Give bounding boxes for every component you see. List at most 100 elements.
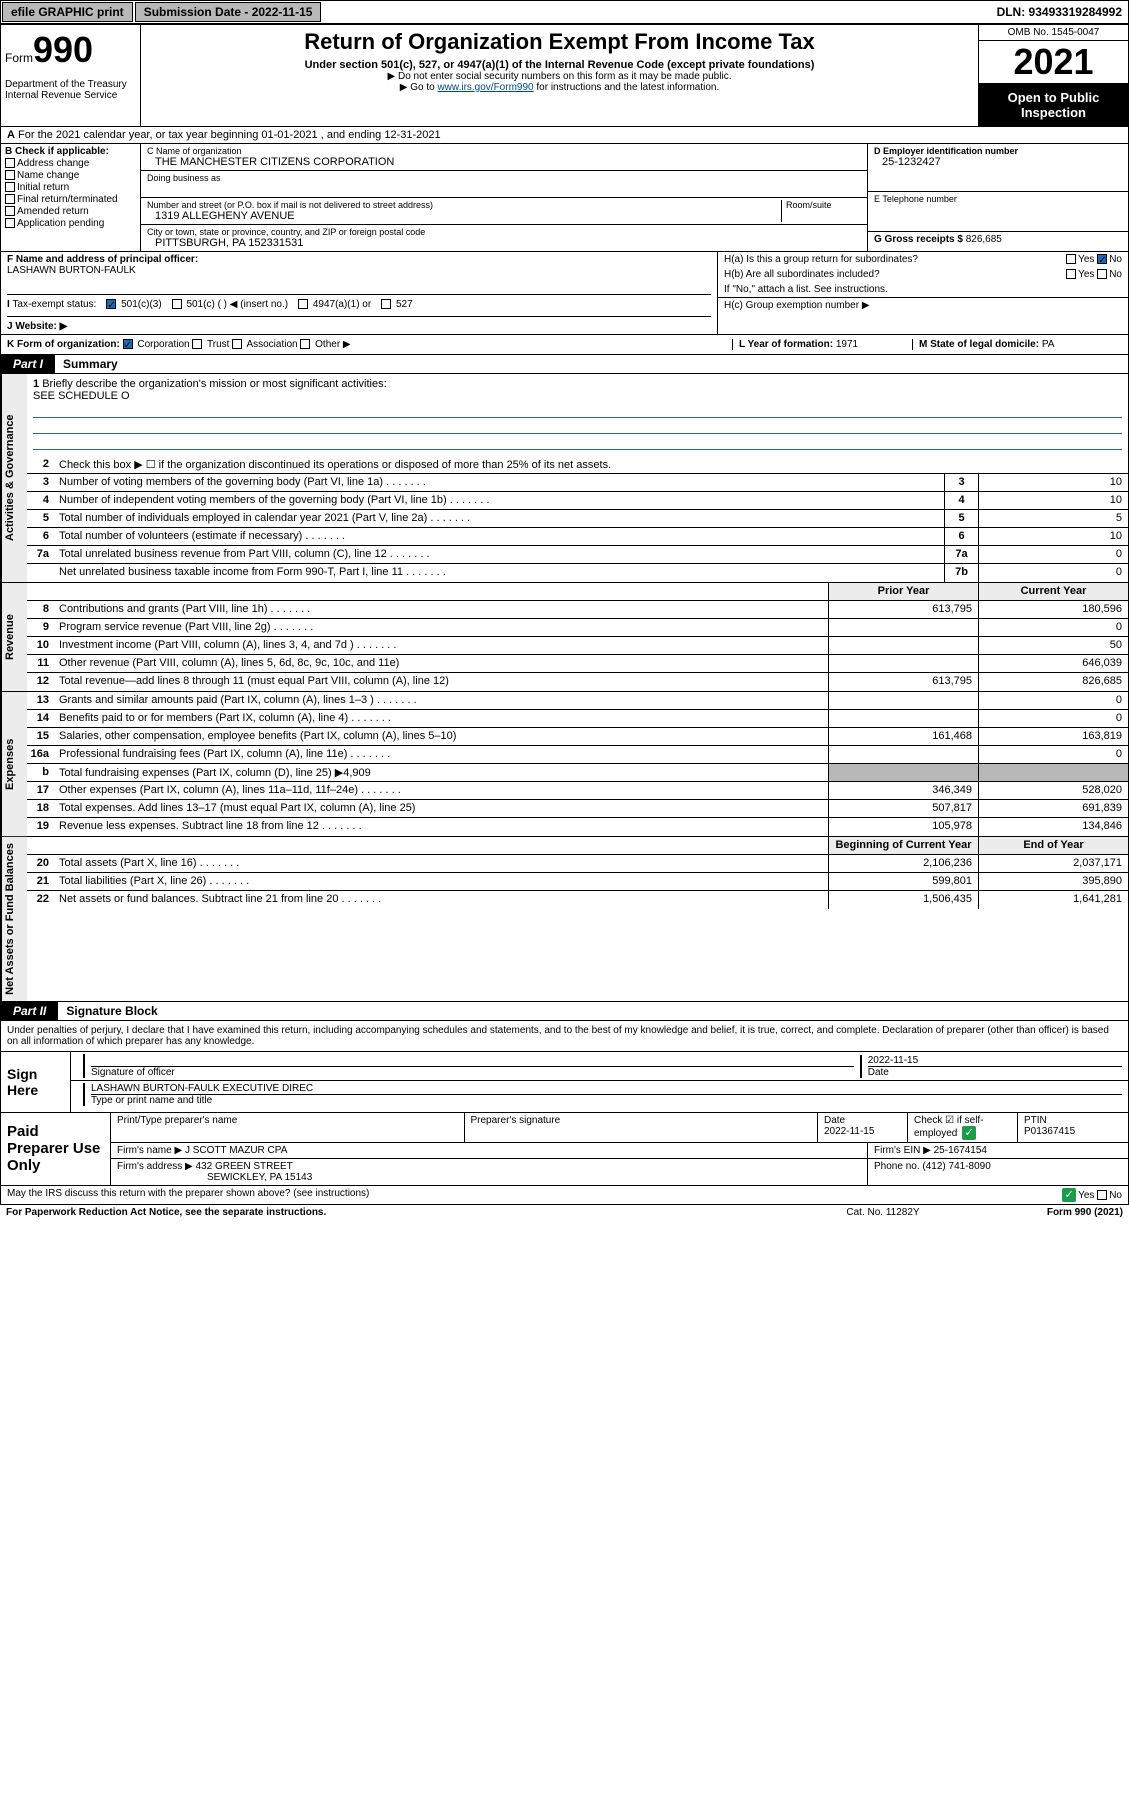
form-subtitle: Under section 501(c), 527, or 4947(a)(1)… <box>151 59 968 71</box>
row-7b: Net unrelated business taxable income fr… <box>27 564 1128 582</box>
sig-intro: Under penalties of perjury, I declare th… <box>0 1021 1129 1052</box>
ein: 25-1232427 <box>874 156 1122 168</box>
rev-hdr: Prior YearCurrent Year <box>27 583 1128 601</box>
cat-no: Cat. No. 11282Y <box>783 1207 983 1218</box>
topbar: efile GRAPHIC print Submission Date - 20… <box>0 0 1129 24</box>
k-lab: K Form of organization: <box>7 339 120 350</box>
v-governance: Activities & Governance <box>1 374 27 582</box>
ha-no[interactable]: ✓ <box>1097 254 1107 264</box>
col-cd: C Name of organizationTHE MANCHESTER CIT… <box>141 144 1128 251</box>
col-b: B Check if applicable: Address change Na… <box>1 144 141 251</box>
submission-date-button[interactable]: Submission Date - 2022-11-15 <box>135 2 322 22</box>
row-18: 18Total expenses. Add lines 13–17 (must … <box>27 800 1128 818</box>
line-a-text: For the 2021 calendar year, or tax year … <box>18 129 441 141</box>
cb-initial-return[interactable]: Initial return <box>5 182 136 193</box>
sec-revenue: Revenue Prior YearCurrent Year 8Contribu… <box>0 583 1129 692</box>
principal-officer: LASHAWN BURTON-FAULK <box>7 265 711 276</box>
discuss-text: May the IRS discuss this return with the… <box>7 1188 369 1199</box>
room-lab: Room/suite <box>786 200 861 210</box>
cb-corp[interactable]: ✓ Corporation <box>123 339 190 350</box>
cb-trust[interactable]: Trust <box>192 339 229 350</box>
omb-number: OMB No. 1545-0047 <box>979 25 1128 41</box>
form-number: 990 <box>33 29 93 70</box>
note-ssn: ▶ Do not enter social security numbers o… <box>151 71 968 82</box>
year-formed: 1971 <box>836 339 858 350</box>
cb-final-return[interactable]: Final return/terminated <box>5 194 136 205</box>
hc-lab: H(c) Group exemption number ▶ <box>724 300 1122 311</box>
c-block: C Name of organizationTHE MANCHESTER CIT… <box>141 144 868 251</box>
c-name-lab: C Name of organization <box>147 146 861 156</box>
row-9: 9Program service revenue (Part VIII, lin… <box>27 619 1128 637</box>
cb-address-change[interactable]: Address change <box>5 158 136 169</box>
paid-preparer-block: Paid Preparer Use Only Print/Type prepar… <box>0 1113 1129 1186</box>
header-mid: Return of Organization Exempt From Incom… <box>141 25 978 126</box>
header-left: Form990 Department of the Treasury Inter… <box>1 25 141 126</box>
addr-lab: Number and street (or P.O. box if mail i… <box>147 200 781 210</box>
domicile-state: PA <box>1042 339 1055 350</box>
row-12: 12Total revenue—add lines 8 through 11 (… <box>27 673 1128 691</box>
v-revenue: Revenue <box>1 583 27 691</box>
discuss-row: May the IRS discuss this return with the… <box>0 1186 1129 1205</box>
ha-lab: H(a) Is this a group return for subordin… <box>724 254 1066 265</box>
cb-501c[interactable]: 501(c) ( ) ◀ (insert no.) <box>172 299 288 310</box>
row-1: 1 Briefly describe the organization's mi… <box>27 374 1128 456</box>
f-lab: F Name and address of principal officer: <box>7 254 198 265</box>
m-block: M State of legal domicile: PA <box>912 339 1122 350</box>
row-8: 8Contributions and grants (Part VIII, li… <box>27 601 1128 619</box>
row-20: 20Total assets (Part X, line 16)2,106,23… <box>27 855 1128 873</box>
v-net: Net Assets or Fund Balances <box>1 837 27 1001</box>
hb-yes[interactable] <box>1066 269 1076 279</box>
street-address: 1319 ALLEGHENY AVENUE <box>147 210 781 222</box>
dept-label: Department of the Treasury Internal Reve… <box>5 71 136 101</box>
row-13: 13Grants and similar amounts paid (Part … <box>27 692 1128 710</box>
e-lab: E Telephone number <box>874 194 1122 204</box>
goto-pre: ▶ Go to <box>400 82 438 93</box>
row-j: J Website: ▶ <box>7 316 711 332</box>
ha-yes[interactable] <box>1066 254 1076 264</box>
hb-no[interactable] <box>1097 269 1107 279</box>
officer-sig-line[interactable]: Signature of officer <box>83 1054 854 1078</box>
row-2: 2Check this box ▶ ☐ if the organization … <box>27 456 1128 474</box>
i-lab: Tax-exempt status: <box>12 299 96 310</box>
paid-label: Paid Preparer Use Only <box>1 1113 111 1185</box>
form-word: Form <box>5 51 33 65</box>
hb-lab: H(b) Are all subordinates included? <box>724 269 1066 280</box>
self-employed[interactable]: Check ☑ if self-employed ✓ <box>908 1113 1018 1142</box>
footer-note: For Paperwork Reduction Act Notice, see … <box>0 1205 1129 1220</box>
row-14: 14Benefits paid to or for members (Part … <box>27 710 1128 728</box>
cb-other[interactable]: Other ▶ <box>300 339 350 350</box>
firm-phone: Phone no. (412) 741-8090 <box>868 1159 1128 1185</box>
cb-527[interactable]: 527 <box>381 299 412 310</box>
cb-app-pending[interactable]: Application pending <box>5 218 136 229</box>
discuss-yes[interactable]: ✓ <box>1062 1188 1076 1202</box>
g-lab: G Gross receipts $ <box>874 234 963 245</box>
part2-header: Part II Signature Block <box>0 1002 1129 1021</box>
irs-link[interactable]: www.irs.gov/Form990 <box>437 82 533 93</box>
cb-amended-return[interactable]: Amended return <box>5 206 136 217</box>
cb-name-change[interactable]: Name change <box>5 170 136 181</box>
f-block: F Name and address of principal officer:… <box>1 252 718 334</box>
part2-tab: Part II <box>1 1002 58 1020</box>
row-17: 17Other expenses (Part IX, column (A), l… <box>27 782 1128 800</box>
discuss-no[interactable] <box>1097 1190 1107 1200</box>
mission-text: SEE SCHEDULE O <box>33 390 1122 402</box>
officer-name: LASHAWN BURTON-FAULK EXECUTIVE DIRECType… <box>83 1083 1122 1106</box>
hb-note: If "No," attach a list. See instructions… <box>724 284 1122 295</box>
preparer-date: Date2022-11-15 <box>818 1113 908 1142</box>
b-label: B Check if applicable: <box>5 146 136 157</box>
goto-post: for instructions and the latest informat… <box>534 82 720 93</box>
cb-4947[interactable]: 4947(a)(1) or <box>298 299 371 310</box>
l-block: L Year of formation: 1971 <box>732 339 912 350</box>
cb-assoc[interactable]: Association <box>232 339 297 350</box>
cb-501c3[interactable]: ✓ 501(c)(3) <box>106 299 161 310</box>
row-i: I Tax-exempt status: ✓ 501(c)(3) 501(c) … <box>7 294 711 310</box>
row-7a: 7aTotal unrelated business revenue from … <box>27 546 1128 564</box>
city-state-zip: PITTSBURGH, PA 152331531 <box>147 237 861 249</box>
sec-net-assets: Net Assets or Fund Balances Beginning of… <box>0 837 1129 1002</box>
efile-print-button[interactable]: efile GRAPHIC print <box>2 2 133 22</box>
row-16b: bTotal fundraising expenses (Part IX, co… <box>27 764 1128 782</box>
gross-receipts: 826,685 <box>966 234 1002 245</box>
line-a: A For the 2021 calendar year, or tax yea… <box>0 127 1129 144</box>
v-expenses: Expenses <box>1 692 27 836</box>
bcde-block: B Check if applicable: Address change Na… <box>0 144 1129 252</box>
